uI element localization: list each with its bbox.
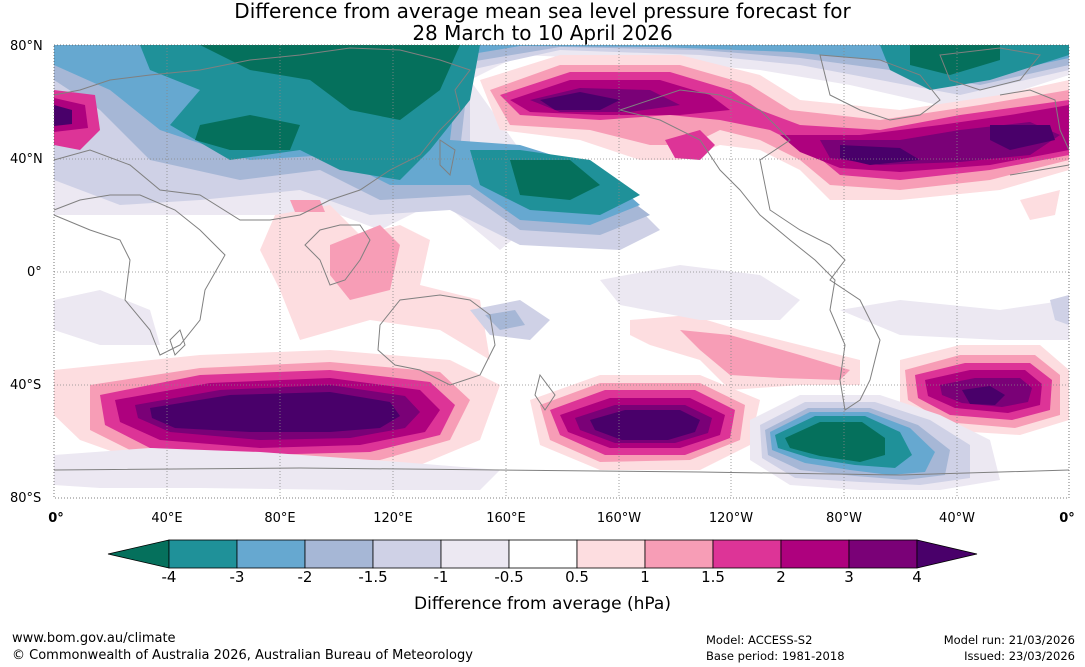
- colorbar-tick-label: -4: [161, 568, 177, 586]
- lon-label-160w: 160°W: [596, 511, 642, 526]
- negative-anomaly-north: [54, 45, 1069, 250]
- lon-label-0-east: 0°: [1059, 511, 1075, 526]
- footer-copyright: © Commonwealth of Australia 2026, Austra…: [12, 648, 473, 663]
- map-area: [53, 44, 1070, 499]
- lon-label-120w: 120°W: [708, 511, 754, 526]
- negative-anomaly-south: [54, 300, 1000, 490]
- lon-label-40w: 40°W: [939, 511, 975, 526]
- lon-label-80e: 80°E: [264, 511, 296, 526]
- colorbar-tick-label: -1: [433, 568, 449, 586]
- colorbar-tick-label: 4: [912, 568, 922, 586]
- colorbar-swatch: [304, 539, 374, 569]
- positive-anomaly-south: [54, 350, 500, 470]
- positive-anomaly-tropical: [260, 190, 1060, 360]
- footer-base-period: Base period: 1981-2018: [706, 649, 845, 663]
- colorbar-swatch: [508, 539, 578, 569]
- lon-label-120e: 120°E: [373, 511, 413, 526]
- colorbar-swatch: [848, 539, 918, 569]
- footer-website: www.bom.gov.au/climate: [12, 631, 176, 646]
- lon-label-40e: 40°E: [151, 511, 183, 526]
- colorbar-swatch: [168, 539, 238, 569]
- colorbar-tick-label: -0.5: [494, 568, 524, 586]
- map-title: Difference from average mean sea level p…: [0, 0, 1085, 44]
- colorbar-tick-label: 3: [844, 568, 854, 586]
- lon-label-80w: 80°W: [826, 511, 862, 526]
- title-line-2: 28 March to 10 April 2026: [412, 21, 673, 45]
- lat-label-40n: 40°N: [10, 152, 43, 167]
- colorbar-tick-label: -1.5: [358, 568, 388, 586]
- colorbar-tick-label: 2: [776, 568, 786, 586]
- positive-anomaly-south-atlantic: [900, 345, 1069, 435]
- colorbar-swatch: [644, 539, 714, 569]
- footer-model-run: Model run: 21/03/2026: [943, 633, 1075, 647]
- colorbar-tick-label: -3: [229, 568, 245, 586]
- lon-label-160e: 160°E: [486, 511, 526, 526]
- footer-model: Model: ACCESS-S2: [706, 633, 813, 647]
- colorbar-tick-label: 1: [640, 568, 650, 586]
- colorbar-tick-label: 1.5: [701, 568, 725, 586]
- colorbar-swatch: [576, 539, 646, 569]
- colorbar-swatch: [372, 539, 442, 569]
- positive-anomaly-south-pacific: [530, 315, 860, 470]
- colorbar-tick-label: 0.5: [565, 568, 589, 586]
- colorbar-swatch: [780, 539, 850, 569]
- colorbar-extend-high: [916, 539, 978, 569]
- graticule: [54, 45, 1069, 498]
- lat-label-40s: 40°S: [10, 378, 42, 393]
- lon-label-0-west: 0°: [48, 511, 64, 526]
- colorbar-tick-label: -2: [297, 568, 313, 586]
- negative-anomaly-tropical: [54, 265, 1069, 345]
- anomaly-map: [53, 44, 1070, 499]
- lat-label-0: 0°: [27, 265, 42, 280]
- lat-label-80s: 80°S: [10, 491, 42, 506]
- colorbar-swatch: [236, 539, 306, 569]
- colorbar-swatch: [440, 539, 510, 569]
- colorbar-swatch: [712, 539, 782, 569]
- colorbar: [107, 539, 978, 569]
- lat-label-80n: 80°N: [10, 39, 43, 54]
- title-line-1: Difference from average mean sea level p…: [234, 0, 851, 23]
- colorbar-extend-low: [107, 539, 170, 569]
- colorbar-swatches: [107, 539, 978, 569]
- colorbar-label: Difference from average (hPa): [414, 594, 671, 614]
- footer-issued: Issued: 23/03/2026: [964, 649, 1075, 663]
- coastlines: [53, 47, 1070, 476]
